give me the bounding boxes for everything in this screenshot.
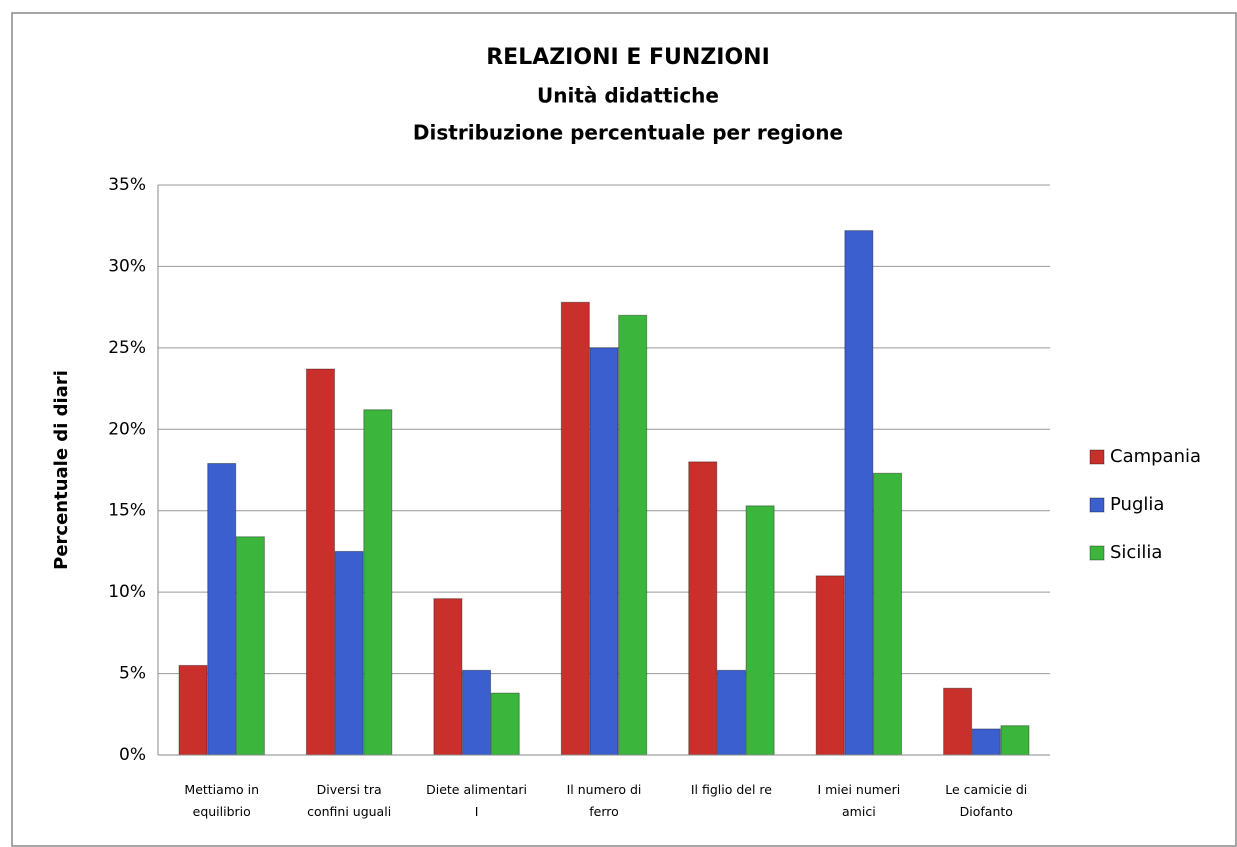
chart-title: RELAZIONI E FUNZIONI [486,45,770,70]
bar [873,472,903,756]
bar [971,728,1001,756]
x-tick-label: Il numero di ferro [567,782,642,819]
y-tick-label: 20% [108,419,146,439]
legend-label: Puglia [1110,494,1164,515]
bar [943,687,973,756]
y-tick-label: 5% [119,664,146,684]
y-tick-label: 10% [108,582,146,602]
bar [1000,725,1030,756]
legend-label: Campania [1110,446,1201,467]
y-tick-label: 15% [108,501,146,521]
bar [589,347,619,756]
bar [178,664,208,756]
y-axis-label: Percentuale di diari [51,370,72,570]
bar [334,550,364,756]
bar [433,598,463,756]
y-tick-label: 35% [108,175,146,195]
y-tick-label: 0% [119,745,146,765]
x-tick-label: I miei numeri amici [817,782,900,819]
legend-swatch [1089,497,1105,513]
x-tick-label: Mettiamo in equilibrio [184,782,259,819]
legend-swatch [1089,545,1105,561]
bar [844,230,874,756]
bar [235,536,265,756]
bar [490,692,520,756]
bar [305,368,335,756]
bar [207,462,237,756]
bar [716,669,746,756]
legend-swatch [1089,449,1105,465]
bar [462,669,492,756]
x-tick-label: Diversi tra confini uguali [307,782,391,819]
bar [688,461,718,756]
legend-label: Sicilia [1110,542,1162,563]
chart-subtitle: Unità didattiche [537,84,719,108]
bar [618,314,648,756]
bar [745,505,775,756]
bar [560,301,590,756]
chart-subtitle: Distribuzione percentuale per regione [413,121,843,145]
x-tick-label: Diete alimentari I [426,782,527,819]
bar [815,575,845,756]
x-tick-label: Il figlio del re [691,782,772,797]
y-tick-label: 30% [108,256,146,276]
x-tick-label: Le camicie di Diofanto [945,782,1027,819]
y-tick-label: 25% [108,338,146,358]
bar [363,409,393,756]
